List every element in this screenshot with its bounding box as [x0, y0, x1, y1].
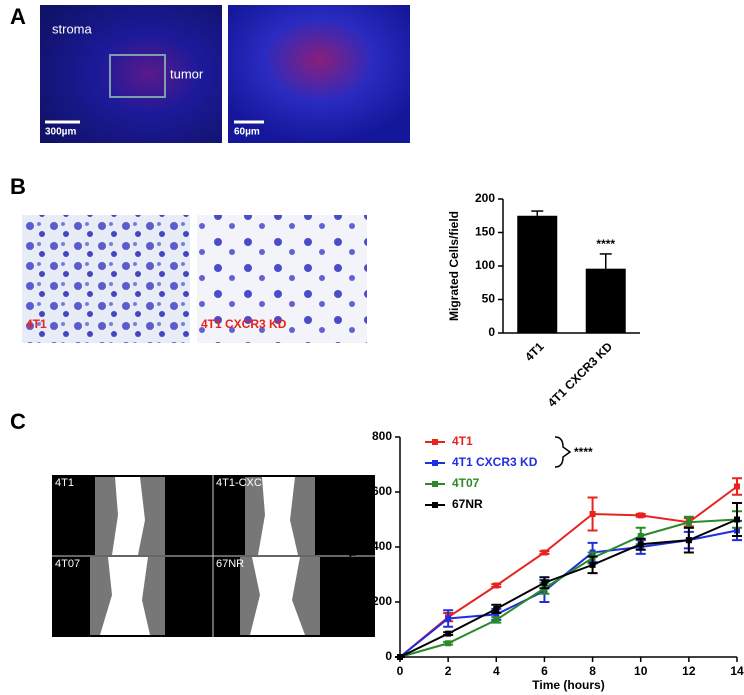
marker: [493, 611, 500, 618]
legend-label: 4T1 CXCR3 KD: [452, 455, 538, 469]
marker: [637, 541, 644, 548]
image-label: 4T1 CXCR3 KD: [201, 317, 287, 331]
inset-box: [109, 54, 166, 98]
y-tick-label: 200: [475, 191, 495, 205]
image-label: 67NR: [216, 558, 244, 570]
y-axis-label: Migrated Cells/field: [447, 211, 461, 321]
x-axis-label: Time (hours): [532, 678, 604, 692]
legend-marker: [432, 439, 438, 445]
marker: [445, 640, 452, 647]
image-label: 4T07: [55, 558, 80, 570]
x-tick-label: 4: [493, 664, 500, 678]
legend-label: 4T07: [452, 476, 480, 490]
marker: [541, 579, 548, 586]
y-tick-label: 800: [372, 429, 392, 443]
marker: [637, 533, 644, 539]
marker: [445, 630, 452, 637]
y-tick-label: 150: [475, 225, 495, 239]
marker: [397, 654, 403, 660]
y-tick-label: 400: [372, 539, 392, 553]
legend-marker: [432, 460, 438, 466]
y-axis-label: Distance migrated (um): [345, 480, 359, 613]
x-tick-label: 0: [397, 664, 404, 678]
legend-marker: [432, 502, 438, 508]
x-tick-label: 10: [634, 664, 648, 678]
marker: [637, 512, 644, 519]
panel-label: B: [10, 174, 26, 199]
y-tick-label: 600: [372, 484, 392, 498]
x-tick-label: 14: [730, 664, 744, 678]
image-label: tumor: [170, 66, 204, 81]
bar: [585, 268, 626, 333]
marker: [589, 561, 596, 568]
image-label: 4T1: [26, 317, 47, 331]
x-tick-label: 4T1 CXCR3 KD: [545, 339, 615, 409]
x-tick-label: 4T1: [522, 339, 547, 364]
marker: [734, 516, 740, 523]
y-tick-label: 0: [488, 325, 495, 339]
series-line: [399, 529, 738, 658]
legend-label: 67NR: [452, 497, 483, 511]
y-tick-label: 0: [385, 649, 392, 663]
series-line: [399, 518, 738, 658]
annotation: ****: [574, 445, 593, 459]
image-label: stroma: [52, 21, 93, 36]
image: [228, 5, 410, 143]
bar: [517, 215, 558, 333]
panel-label: C: [10, 409, 26, 434]
marker: [685, 537, 692, 544]
legend-label: 4T1: [452, 434, 473, 448]
x-tick-label: 12: [682, 664, 696, 678]
x-tick-label: 6: [541, 664, 548, 678]
marker: [493, 616, 500, 623]
image: [22, 215, 190, 343]
annotation: ****: [596, 237, 615, 251]
scale-label: 60µm: [234, 127, 260, 138]
marker: [493, 582, 500, 589]
marker: [541, 549, 548, 556]
bracket: [554, 436, 572, 468]
series-line: [399, 485, 738, 658]
marker: [445, 615, 452, 622]
x-tick-label: 2: [445, 664, 452, 678]
marker: [589, 511, 596, 517]
legend-marker: [432, 481, 438, 487]
x-tick-label: 8: [589, 664, 596, 678]
panel-label: A: [10, 4, 26, 29]
marker: [493, 605, 500, 612]
marker: [685, 519, 692, 526]
image-label: 4T1-CXCR3: [216, 477, 276, 489]
y-tick-label: 50: [482, 292, 496, 306]
image-label: 4T1: [55, 477, 74, 489]
scale-label: 300µm: [45, 127, 76, 138]
y-tick-label: 200: [372, 594, 392, 608]
image: [197, 215, 367, 343]
image: [40, 5, 222, 143]
y-tick-label: 100: [475, 258, 495, 272]
wound-images: [52, 475, 375, 637]
marker: [734, 483, 740, 490]
